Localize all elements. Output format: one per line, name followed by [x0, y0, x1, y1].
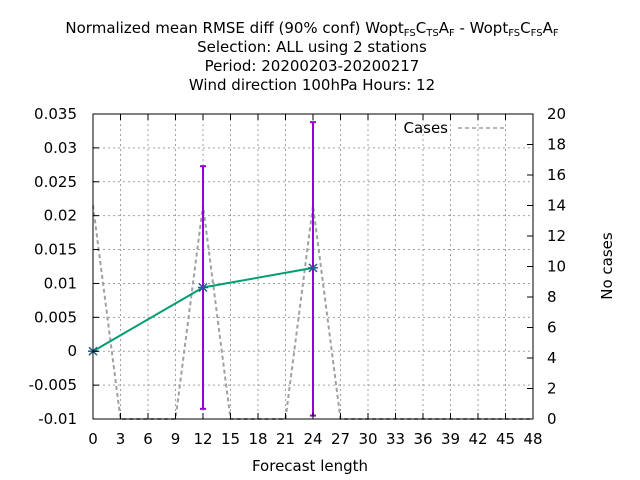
x-tick-label: 6 — [143, 430, 153, 448]
left-y-tick-label: 0 — [67, 342, 77, 360]
left-y-tick-label: -0.005 — [29, 376, 77, 394]
x-tick-label: 24 — [303, 430, 322, 448]
x-tick-label: 48 — [523, 430, 542, 448]
left-y-tick-label: 0.025 — [34, 173, 77, 191]
title-line-3: Period: 20200203-20200217 — [205, 57, 420, 75]
left-y-tick-label: 0.035 — [34, 105, 77, 123]
right-y-tick-label: 14 — [547, 197, 566, 215]
right-y-tick-label: 0 — [547, 410, 557, 428]
x-axis-title: Forecast length — [252, 457, 368, 475]
x-tick-label: 0 — [88, 430, 98, 448]
x-tick-label: 36 — [413, 430, 432, 448]
x-tick-label: 33 — [386, 430, 405, 448]
x-tick-label: 45 — [496, 430, 515, 448]
legend: Cases — [403, 119, 506, 137]
right-y-tick-label: 2 — [547, 380, 557, 398]
right-y-tick-label: 6 — [547, 319, 557, 337]
right-y-tick-label: 4 — [547, 349, 557, 367]
right-y-axis-title: No cases — [598, 232, 616, 300]
chart-title: Normalized mean RMSE diff (90% conf) Wop… — [65, 19, 558, 94]
x-tick-label: 21 — [276, 430, 295, 448]
x-tick-label: 15 — [221, 430, 240, 448]
left-y-axis-ticks: 0.035 0.03 0.025 0.02 0.015 0.01 0.005 0 -0.005 -… — [29, 105, 99, 428]
data-point — [198, 282, 208, 293]
right-y-tick-label: 18 — [547, 136, 566, 154]
title-line-4: Wind direction 100hPa Hours: 12 — [189, 76, 435, 94]
left-y-tick-label: 0.01 — [44, 274, 77, 292]
data-point — [308, 263, 318, 273]
right-y-tick-label: 10 — [547, 258, 566, 276]
x-tick-label: 3 — [116, 430, 126, 448]
title-line-2: Selection: ALL using 2 stations — [197, 38, 427, 56]
left-y-tick-label: 0.005 — [34, 308, 77, 326]
left-y-tick-label: 0.015 — [34, 241, 77, 259]
left-y-tick-label: -0.01 — [38, 410, 77, 428]
x-tick-label: 27 — [331, 430, 350, 448]
mean-series — [88, 263, 318, 356]
x-tick-label: 12 — [193, 430, 212, 448]
title-line-1: Normalized mean RMSE diff (90% conf) Wop… — [65, 19, 558, 39]
x-tick-label: 39 — [441, 430, 460, 448]
legend-label-cases: Cases — [403, 119, 448, 137]
x-axis-ticks: 0 3 6 9 12 15 18 21 24 27 30 33 36 39 42 45 48 — [88, 114, 543, 448]
x-tick-label: 9 — [171, 430, 181, 448]
x-tick-label: 18 — [248, 430, 267, 448]
right-y-tick-label: 12 — [547, 227, 566, 245]
left-y-tick-label: 0.02 — [44, 207, 77, 225]
errorbar-series — [200, 121, 316, 417]
left-y-tick-label: 0.03 — [44, 139, 77, 157]
x-tick-label: 42 — [468, 430, 487, 448]
right-y-tick-label: 16 — [547, 166, 566, 184]
x-tick-label: 30 — [358, 430, 377, 448]
right-y-tick-label: 8 — [547, 288, 557, 306]
right-y-tick-label: 20 — [547, 105, 566, 123]
